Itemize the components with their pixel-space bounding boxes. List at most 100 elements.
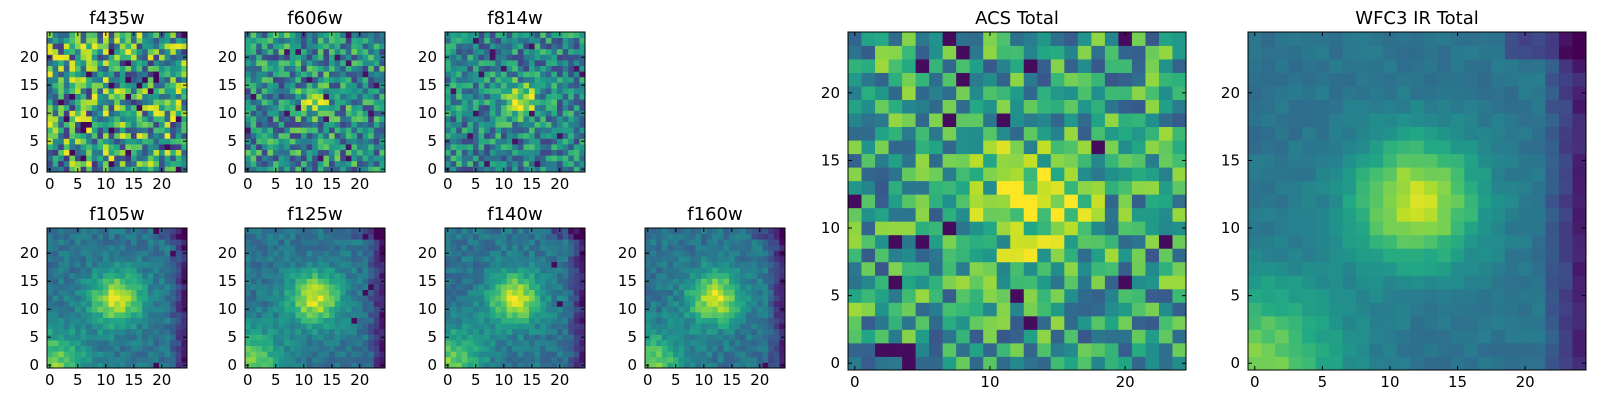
heatmap-cell — [729, 244, 735, 251]
heatmap-cell — [573, 300, 580, 307]
heatmap-cell — [701, 284, 707, 290]
heatmap-cell — [278, 261, 285, 268]
heatmap-cell — [484, 278, 491, 285]
heatmap-cell — [159, 345, 165, 352]
heatmap-cell — [153, 32, 160, 38]
heatmap-cell — [357, 138, 363, 145]
heatmap-cell — [734, 239, 741, 246]
y-tick-label: 20 — [218, 244, 237, 262]
heatmap-cell — [273, 37, 279, 44]
heatmap-cell — [956, 180, 971, 195]
heatmap-cell — [902, 342, 916, 357]
heatmap-cell — [573, 261, 580, 268]
heatmap-cell — [517, 110, 524, 117]
heatmap-cell — [495, 99, 502, 106]
heatmap-cell — [323, 93, 330, 100]
heatmap-cell — [153, 160, 160, 167]
heatmap-cell — [245, 116, 251, 122]
heatmap-cell — [684, 250, 691, 257]
heatmap-cell — [317, 289, 324, 296]
heatmap-cell — [368, 144, 375, 150]
heatmap-cell — [108, 317, 115, 324]
heatmap-cell — [261, 144, 268, 150]
heatmap-cell — [473, 54, 479, 61]
heatmap-cell — [517, 239, 524, 246]
heatmap-cell — [136, 110, 143, 117]
heatmap-cell — [762, 351, 769, 358]
heatmap-cell — [484, 362, 491, 369]
heatmap-cell — [289, 60, 296, 66]
heatmap-cell — [996, 248, 1011, 263]
heatmap-cell — [295, 99, 302, 106]
heatmap-cell — [529, 312, 535, 318]
heatmap-cell — [47, 272, 53, 279]
heatmap-cell — [91, 328, 98, 335]
heatmap-cell — [142, 93, 149, 100]
heatmap-cell — [745, 351, 752, 358]
heatmap-cell — [915, 275, 930, 290]
heatmap-cell — [568, 110, 575, 117]
heatmap-cell — [656, 334, 663, 341]
heatmap-cell — [529, 295, 535, 302]
heatmap-cell — [706, 278, 713, 285]
heatmap-cell — [86, 54, 93, 61]
heatmap-cell — [461, 116, 468, 122]
heatmap-cell — [695, 267, 702, 274]
heatmap-cell — [147, 104, 154, 111]
heatmap-cell — [357, 93, 363, 100]
heatmap-cell — [661, 233, 668, 240]
heatmap-cell — [701, 267, 707, 274]
heatmap-cell — [278, 356, 285, 363]
heatmap-cell — [284, 261, 291, 268]
heatmap-cell — [159, 317, 165, 324]
heatmap-cell — [58, 261, 65, 268]
heatmap-cell — [164, 43, 171, 50]
heatmap-cell — [250, 300, 257, 307]
heatmap-cell — [261, 312, 268, 318]
heatmap-cell — [58, 144, 65, 150]
heatmap-cell — [153, 300, 160, 307]
heatmap-cell — [80, 32, 87, 38]
heatmap-cell — [312, 261, 319, 268]
heatmap-cell — [142, 149, 149, 156]
heatmap-cell — [501, 356, 507, 363]
heatmap-cell — [523, 32, 530, 38]
heatmap-cell — [147, 306, 154, 313]
heatmap-cell — [545, 65, 552, 72]
heatmap-cell — [779, 272, 786, 279]
heatmap-cell — [245, 345, 251, 352]
heatmap-cell — [379, 356, 386, 363]
heatmap-cell — [969, 329, 984, 344]
heatmap-cell — [63, 362, 70, 369]
heatmap-cell — [103, 272, 109, 279]
heatmap-cell — [551, 116, 558, 122]
heatmap-cell — [1118, 315, 1133, 330]
heatmap-cell — [119, 65, 126, 72]
heatmap-cell — [63, 160, 70, 167]
heatmap-cell — [673, 267, 679, 274]
heatmap-cell — [534, 104, 541, 111]
heatmap-cell — [568, 362, 575, 369]
heatmap-cell — [379, 93, 386, 100]
heatmap-cell — [86, 250, 93, 257]
heatmap-cell — [278, 345, 285, 352]
heatmap-cell — [131, 272, 137, 279]
heatmap-cell — [250, 351, 257, 358]
heatmap-cell — [362, 239, 369, 246]
heatmap-cell — [1172, 194, 1187, 209]
heatmap-cell — [351, 65, 358, 72]
heatmap-cell — [256, 334, 263, 341]
heatmap-cell — [678, 233, 685, 240]
heatmap-cell — [362, 362, 369, 369]
heatmap-cell — [362, 356, 369, 363]
heatmap-cell — [295, 104, 302, 111]
heatmap-cell — [751, 295, 758, 302]
heatmap-cell — [529, 104, 535, 111]
heatmap-cell — [97, 340, 104, 346]
heatmap-cell — [379, 48, 386, 55]
heatmap-cell — [284, 37, 291, 44]
heatmap-cell — [969, 261, 984, 276]
heatmap-cell — [540, 37, 547, 44]
heatmap-cell — [97, 104, 104, 111]
heatmap-cell — [1118, 261, 1133, 276]
